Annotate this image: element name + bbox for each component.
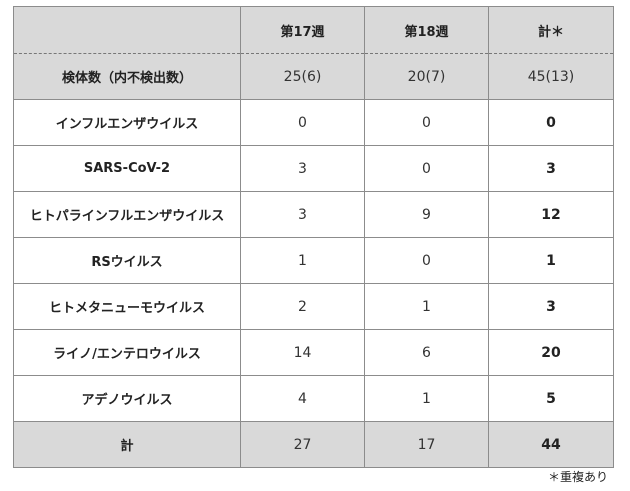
total-row: 計 27 17 44: [13, 421, 614, 468]
table-row: ヒトパラインフルエンザウイルス 3 9 12: [13, 191, 614, 238]
cell-total: 1: [488, 237, 614, 284]
table-row: ヒトメタニューモウイルス 2 1 3: [13, 283, 614, 330]
row-label: ライノ/エンテロウイルス: [13, 329, 241, 376]
header-week17: 第17週: [240, 6, 365, 54]
cell-total: 44: [488, 421, 614, 468]
footnote: ＊重複あり: [547, 470, 608, 484]
sample-count-row: 検体数（内不検出数） 25(6) 20(7) 45(13): [13, 53, 614, 100]
cell-week17: 4: [240, 375, 365, 422]
cell-total: 3: [488, 283, 614, 330]
table-row: アデノウイルス 4 1 5: [13, 375, 614, 422]
cell-week17: 27: [240, 421, 365, 468]
row-label: 検体数（内不検出数）: [13, 53, 241, 100]
cell-week18: 17: [364, 421, 489, 468]
cell-week18: 20(7): [364, 53, 489, 100]
table-header-row: 第17週 第18週 計＊: [13, 6, 614, 54]
row-label: ヒトパラインフルエンザウイルス: [13, 191, 241, 238]
table-row: SARS-CoV-2 3 0 3: [13, 145, 614, 192]
row-label: ヒトメタニューモウイルス: [13, 283, 241, 330]
cell-week17: 14: [240, 329, 365, 376]
cell-total: 12: [488, 191, 614, 238]
cell-total: 0: [488, 99, 614, 146]
cell-week17: 25(6): [240, 53, 365, 100]
cell-week17: 2: [240, 283, 365, 330]
row-label: SARS-CoV-2: [13, 145, 241, 192]
cell-week18: 0: [364, 237, 489, 284]
virus-detection-table: 第17週 第18週 計＊ 検体数（内不検出数） 25(6) 20(7) 45(1…: [13, 6, 614, 468]
table-row: ライノ/エンテロウイルス 14 6 20: [13, 329, 614, 376]
cell-week18: 1: [364, 375, 489, 422]
cell-total: 20: [488, 329, 614, 376]
row-label: インフルエンザウイルス: [13, 99, 241, 146]
cell-week18: 1: [364, 283, 489, 330]
cell-week18: 0: [364, 99, 489, 146]
cell-week18: 0: [364, 145, 489, 192]
row-label: 計: [13, 421, 241, 468]
row-label: アデノウイルス: [13, 375, 241, 422]
row-label: RSウイルス: [13, 237, 241, 284]
cell-week18: 6: [364, 329, 489, 376]
cell-total: 3: [488, 145, 614, 192]
header-total: 計＊: [488, 6, 614, 54]
cell-total: 45(13): [488, 53, 614, 100]
cell-week17: 0: [240, 99, 365, 146]
table-row: RSウイルス 1 0 1: [13, 237, 614, 284]
cell-week17: 3: [240, 145, 365, 192]
cell-week17: 1: [240, 237, 365, 284]
header-corner-cell: [13, 6, 241, 54]
cell-week17: 3: [240, 191, 365, 238]
cell-total: 5: [488, 375, 614, 422]
header-week18: 第18週: [364, 6, 489, 54]
cell-week18: 9: [364, 191, 489, 238]
table-row: インフルエンザウイルス 0 0 0: [13, 99, 614, 146]
